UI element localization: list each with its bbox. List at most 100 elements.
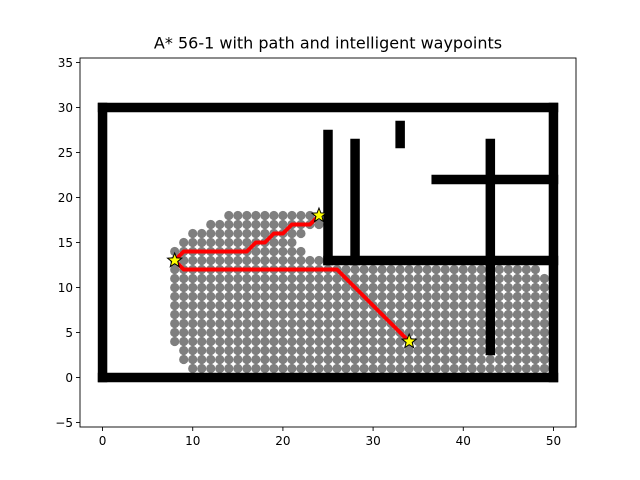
explored-cell <box>323 273 333 284</box>
explored-cell <box>323 282 333 293</box>
explored-cell <box>197 327 207 338</box>
waypoint-star <box>310 206 328 223</box>
explored-cell <box>449 363 459 374</box>
explored-cell <box>260 219 270 230</box>
x-tick-label: 40 <box>456 434 471 448</box>
explored-cell <box>413 327 423 338</box>
explored-cell <box>503 282 513 293</box>
explored-cell <box>260 282 270 293</box>
waypoints-layer <box>166 206 418 349</box>
explored-cell <box>179 300 189 311</box>
explored-cell <box>404 327 414 338</box>
explored-cell <box>269 336 279 347</box>
explored-cell <box>224 318 234 329</box>
explored-cell <box>179 273 189 284</box>
explored-cell <box>395 300 405 311</box>
explored-cell <box>242 300 252 311</box>
explored-cell <box>251 309 261 320</box>
explored-cell <box>413 264 423 275</box>
explored-cell <box>413 318 423 329</box>
explored-cell <box>494 300 504 311</box>
explored-cell <box>386 345 396 356</box>
explored-cell <box>503 291 513 302</box>
path-layer <box>172 213 412 344</box>
explored-cell <box>377 273 387 284</box>
explored-cell <box>314 363 324 374</box>
explored-cell <box>305 273 315 284</box>
explored-cell <box>422 327 432 338</box>
explored-cell <box>269 363 279 374</box>
explored-cell <box>215 300 225 311</box>
explored-cell <box>341 291 351 302</box>
explored-cell <box>503 363 513 374</box>
explored-cell <box>494 318 504 329</box>
explored-cell <box>251 318 261 329</box>
explored-cell <box>431 354 441 365</box>
explored-cell <box>197 273 207 284</box>
explored-cell <box>440 264 450 275</box>
explored-cell <box>332 273 342 284</box>
explored-cell <box>350 264 360 275</box>
explored-cell <box>359 345 369 356</box>
explored-cell <box>179 237 189 248</box>
explored-cell <box>278 300 288 311</box>
explored-cell <box>269 309 279 320</box>
explored-cell <box>215 345 225 356</box>
explored-cell <box>323 345 333 356</box>
explored-cell <box>260 309 270 320</box>
explored-cell <box>314 345 324 356</box>
explored-cell <box>368 282 378 293</box>
obstacle-walls <box>97 102 559 383</box>
explored-cell <box>521 327 532 338</box>
explored-cell <box>278 255 288 266</box>
explored-cell <box>197 300 207 311</box>
explored-cell <box>386 300 396 311</box>
explored-cell <box>296 300 306 311</box>
explored-cell <box>278 345 288 356</box>
explored-cell <box>296 318 306 329</box>
explored-cell <box>449 318 459 329</box>
explored-cell <box>242 345 252 356</box>
explored-cell <box>233 327 243 338</box>
explored-cell <box>431 336 441 347</box>
explored-cell <box>188 354 198 365</box>
explored-cell <box>521 264 532 275</box>
explored-cell <box>449 282 459 293</box>
explored-cell <box>368 363 378 374</box>
explored-cell <box>368 345 378 356</box>
explored-cell <box>440 336 450 347</box>
explored-cell <box>287 363 297 374</box>
explored-cell <box>404 264 414 275</box>
explored-cell <box>197 255 207 266</box>
explored-cell <box>296 291 306 302</box>
explored-cell <box>188 318 198 329</box>
explored-cell <box>197 336 207 347</box>
explored-cell <box>251 219 261 230</box>
explored-cell <box>170 327 180 338</box>
explored-cell <box>476 264 486 275</box>
explored-cell <box>476 273 486 284</box>
explored-cell <box>458 300 468 311</box>
explored-cell <box>440 291 450 302</box>
explored-cell <box>404 345 414 356</box>
explored-cell <box>359 300 369 311</box>
explored-cell <box>503 336 513 347</box>
explored-cell <box>242 273 252 284</box>
explored-cell <box>305 291 315 302</box>
explored-cell <box>395 273 405 284</box>
explored-cell <box>170 309 180 320</box>
explored-cell <box>170 246 180 257</box>
explored-cell <box>521 318 532 329</box>
explored-cell <box>431 291 441 302</box>
explored-cell <box>296 228 306 239</box>
explored-cell <box>188 336 198 347</box>
explored-cell <box>251 354 261 365</box>
explored-cell <box>395 282 405 293</box>
explored-cell <box>215 318 225 329</box>
explored-cell <box>359 282 369 293</box>
explored-cell <box>197 354 207 365</box>
explored-cell <box>278 363 288 374</box>
explored-cell <box>413 282 423 293</box>
explored-cell <box>314 255 324 266</box>
explored-cell <box>242 219 252 230</box>
